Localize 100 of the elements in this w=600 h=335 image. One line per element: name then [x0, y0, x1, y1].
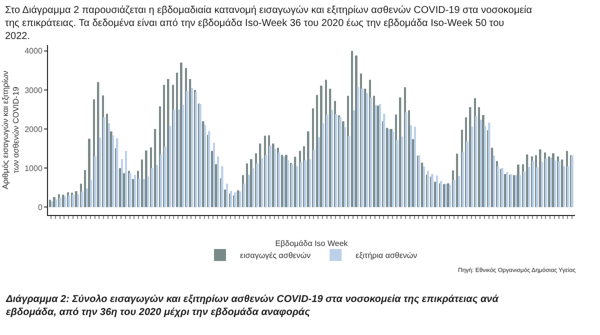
bar — [259, 143, 262, 208]
bar — [405, 112, 408, 208]
bar — [558, 161, 560, 208]
bar — [545, 158, 548, 208]
x-axis-title: Εβδομάδα Iso Week — [275, 239, 349, 248]
bar — [294, 156, 296, 208]
bar — [173, 109, 176, 208]
bar — [211, 150, 213, 208]
bar — [497, 166, 500, 208]
bar — [554, 160, 556, 208]
bar — [304, 160, 306, 208]
bar — [361, 88, 364, 208]
y-tick-label: 4000 — [24, 46, 43, 56]
bar — [145, 150, 148, 208]
bar — [213, 142, 215, 208]
bar — [77, 194, 79, 208]
bar — [567, 166, 570, 208]
bar — [141, 160, 143, 208]
bar — [383, 114, 386, 208]
bar — [523, 172, 526, 208]
bar — [421, 162, 424, 208]
bar — [252, 168, 254, 208]
bar — [307, 131, 310, 208]
bar — [156, 164, 158, 208]
bar — [536, 167, 538, 208]
bar — [189, 79, 192, 208]
bar — [539, 149, 542, 208]
bar — [519, 175, 521, 208]
bar — [541, 162, 543, 208]
bar — [458, 176, 460, 208]
bar — [351, 50, 354, 208]
bar — [68, 195, 70, 208]
bar — [272, 143, 274, 208]
text: Στο Διάγραμμα 2 παρουσιάζεται η εβδομαδιαία κατανομή εισαγωγών και εξιτηρίων ασθενών COVID-19 στα νοσοκομεία της επικράτειας. Τα δεδομένα είναι από την εβδομάδα Iso-Week 36 του 2020 έως την εβδομάδα Iso-Week 50 του 2022. — [5, 5, 532, 42]
bar — [335, 114, 338, 208]
bar — [366, 93, 368, 208]
bar — [278, 152, 280, 208]
y-tick-label: 0 — [38, 202, 43, 212]
bar — [475, 116, 478, 208]
bar — [375, 105, 377, 208]
text: Διάγραμμα 2: Σύνολο εισαγωγών και εξιτηρίων ασθενών COVID-19 στα νοσοκομεία της επικράτειας ανά εβδομάδα, από την 36η του 2020 μέχρι την εβδομάδα αναφοράς — [5, 294, 500, 318]
bar — [169, 126, 171, 208]
bar — [204, 125, 206, 208]
bar — [466, 142, 468, 208]
bar — [427, 170, 429, 208]
bar — [287, 160, 289, 208]
bar — [125, 150, 127, 208]
bar — [401, 136, 403, 208]
bar — [471, 126, 473, 208]
bar — [186, 91, 188, 208]
bar — [357, 86, 359, 208]
bar — [493, 156, 495, 208]
bar — [456, 154, 458, 208]
bar — [480, 120, 482, 208]
bar — [164, 146, 166, 208]
bar — [410, 125, 412, 208]
bar — [230, 190, 232, 208]
bar — [561, 160, 564, 208]
bar — [234, 192, 236, 208]
bar — [94, 156, 96, 208]
bar — [103, 117, 106, 208]
bar — [59, 198, 62, 208]
bar — [112, 135, 114, 208]
bar — [81, 192, 84, 208]
bar — [326, 114, 328, 208]
bar — [86, 188, 88, 208]
bar — [106, 114, 108, 208]
bar — [414, 126, 416, 208]
bar — [84, 170, 86, 208]
bar — [167, 79, 170, 208]
bar — [121, 159, 123, 208]
bar — [217, 156, 219, 208]
bar — [300, 162, 302, 208]
bar — [246, 163, 248, 208]
bar — [119, 168, 122, 208]
bar — [160, 154, 162, 208]
bar — [261, 158, 263, 208]
bar — [364, 88, 366, 208]
bar — [526, 154, 528, 208]
bar — [478, 107, 480, 208]
bar — [296, 166, 298, 208]
bar — [431, 174, 434, 208]
bar — [348, 136, 350, 208]
bar — [309, 159, 311, 208]
bar — [178, 109, 180, 208]
bar — [143, 179, 145, 208]
legend-label: εισαγωγές ασθενών — [240, 251, 311, 260]
bar — [108, 123, 110, 208]
bar — [208, 130, 210, 208]
bar — [202, 121, 204, 208]
bar — [469, 107, 472, 208]
bar — [90, 180, 92, 208]
bar — [256, 163, 258, 208]
bar — [408, 110, 410, 208]
bar — [462, 152, 464, 208]
bar — [265, 155, 268, 208]
bar — [274, 148, 276, 208]
bar — [436, 176, 438, 208]
bar — [399, 97, 402, 208]
bar — [370, 98, 372, 208]
